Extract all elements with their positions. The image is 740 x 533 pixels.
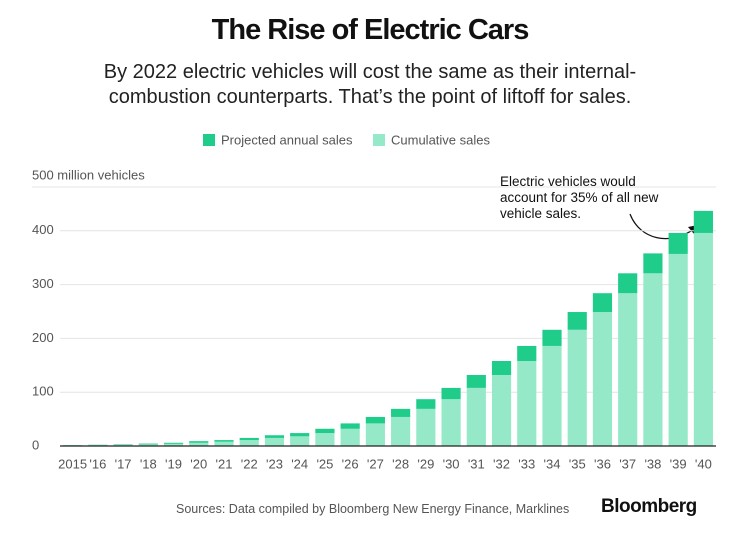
x-tick-label: '19 (165, 456, 182, 471)
bar-segment (542, 345, 562, 446)
x-tick-label: '22 (241, 456, 258, 471)
y-tick-label: 400 (32, 222, 54, 237)
bar-segment (340, 423, 360, 429)
bar-segment (592, 312, 613, 446)
legend-label: Cumulative sales (391, 132, 490, 147)
y-tick-label: 100 (32, 384, 54, 399)
bar-segment (264, 437, 285, 446)
legend-label: Projected annual sales (221, 132, 353, 147)
y-tick-label: 0 (32, 437, 39, 452)
x-tick-label: '34 (544, 456, 561, 471)
bar-segment (466, 374, 486, 388)
legend-swatch (373, 134, 385, 146)
x-tick-label: '24 (291, 456, 308, 471)
x-tick-label: '23 (266, 456, 283, 471)
x-tick-label: '20 (190, 456, 207, 471)
bar-segment (618, 273, 638, 294)
x-tick-label: '38 (644, 456, 661, 471)
bar-segment (391, 416, 411, 446)
x-tick-label: '28 (392, 456, 409, 471)
bar-segment (517, 345, 537, 361)
bar-segment (542, 329, 562, 346)
x-tick-label: '17 (115, 456, 132, 471)
bar-segment (668, 232, 688, 254)
bar-segment (491, 360, 512, 375)
bar-segment (567, 329, 587, 446)
x-tick-label: '40 (695, 456, 712, 471)
bar-segment (340, 428, 360, 446)
bar-segment (693, 232, 713, 446)
x-tick-label: '16 (89, 456, 106, 471)
x-tick-label: '27 (367, 456, 384, 471)
x-tick-label: '31 (468, 456, 485, 471)
x-tick-label: '25 (316, 456, 333, 471)
bar-segment (618, 293, 638, 446)
x-tick-label: '35 (569, 456, 586, 471)
x-tick-label: '26 (342, 456, 359, 471)
bar-segment (491, 374, 512, 446)
x-tick-label: '39 (670, 456, 687, 471)
bar-segment (668, 253, 688, 446)
x-tick-label: '21 (216, 456, 233, 471)
brand: Bloomberg (601, 496, 697, 517)
y-tick-label: 300 (32, 276, 54, 291)
source: Sources: Data compiled by Bloomberg New … (176, 502, 570, 516)
bar-segment (214, 441, 234, 446)
x-tick-label: '29 (417, 456, 434, 471)
x-tick-label: '37 (619, 456, 636, 471)
bar-segment (189, 441, 209, 443)
y-tick-label: 500 million vehicles (32, 167, 145, 182)
bar-segment (163, 442, 184, 444)
bar-segment (214, 440, 234, 442)
bar-segment (441, 387, 461, 400)
bar-segment (290, 433, 310, 437)
y-tick-label: 200 (32, 330, 54, 345)
bar-segment (567, 312, 587, 330)
bar-segment (239, 440, 259, 446)
bar-segment (239, 437, 259, 441)
bar-segment (113, 444, 133, 445)
bar-segment (693, 210, 713, 233)
chart-subtitle: By 2022 electric vehicles will cost the … (103, 61, 637, 108)
x-tick-label: 2015 (58, 456, 87, 471)
bar-segment (264, 435, 285, 438)
bar-segment (365, 423, 385, 446)
annotation: Electric vehicles would account for 35% … (500, 174, 659, 221)
x-tick-label: '30 (443, 456, 460, 471)
bar-segment (643, 273, 663, 446)
bar-segment (315, 428, 335, 434)
bar-segment (315, 433, 335, 446)
bar-segment (466, 387, 486, 446)
bar-segment (365, 416, 385, 424)
chart-title: The Rise of Electric Cars (211, 14, 530, 46)
bar-segment (517, 360, 537, 446)
bar-segment (138, 444, 158, 446)
bar-segment (290, 436, 310, 446)
bar-segment (441, 399, 461, 446)
legend-swatch (203, 134, 215, 146)
bar-segment (163, 443, 184, 446)
bar-segment (391, 408, 411, 417)
x-tick-label: '33 (518, 456, 535, 471)
x-tick-label: '36 (594, 456, 611, 471)
bar-segment (592, 293, 613, 313)
bar-segment (416, 408, 436, 446)
x-tick-label: '32 (493, 456, 510, 471)
bar-segment (643, 253, 663, 274)
bar-segment (416, 399, 436, 409)
bar-segment (138, 443, 158, 445)
x-tick-label: '18 (140, 456, 157, 471)
bar-segment (189, 442, 209, 446)
